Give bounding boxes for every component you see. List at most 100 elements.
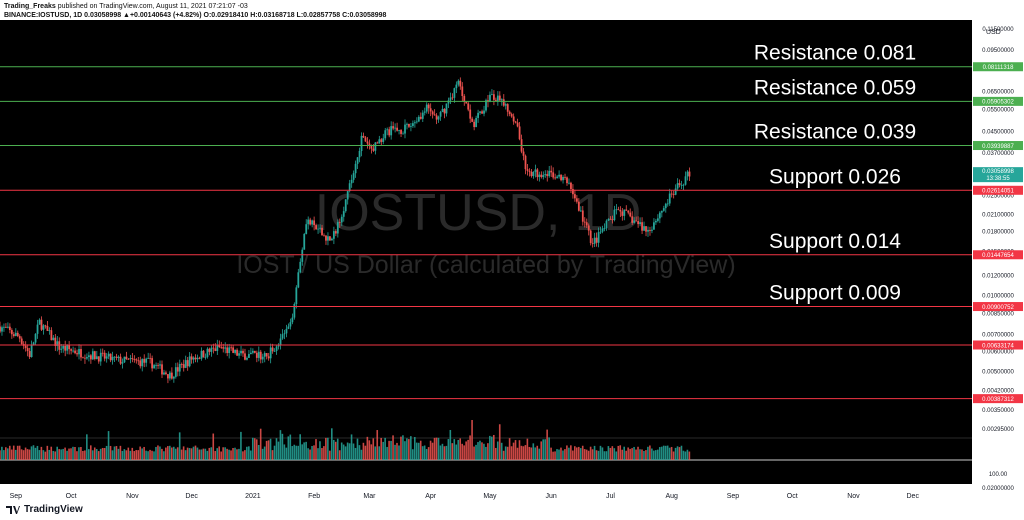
volume-bar bbox=[603, 451, 606, 460]
candle-body bbox=[413, 122, 416, 124]
candle-body bbox=[303, 233, 306, 250]
volume-bar bbox=[52, 450, 55, 460]
volume-bar bbox=[682, 450, 685, 460]
volume-bar bbox=[89, 445, 92, 460]
volume-bar bbox=[459, 438, 462, 460]
resistance-label: Resistance 0.081 bbox=[754, 42, 916, 65]
candle-body bbox=[473, 121, 476, 128]
candle-body bbox=[285, 328, 288, 334]
candle-body bbox=[664, 203, 667, 209]
candle-body bbox=[410, 125, 412, 127]
volume-tick-label: 0.02000000 bbox=[982, 486, 1014, 492]
footer-brand[interactable]: TradingView bbox=[6, 504, 83, 515]
candle-body bbox=[97, 356, 100, 362]
candle-body bbox=[259, 351, 262, 360]
volume-bar bbox=[611, 446, 614, 460]
candle-body bbox=[506, 104, 509, 112]
candle-body bbox=[674, 188, 677, 195]
volume-bar bbox=[167, 446, 169, 460]
volume-bar bbox=[568, 447, 570, 460]
candle-body bbox=[295, 287, 298, 304]
volume-bar bbox=[398, 445, 400, 460]
time-tick-label: Nov bbox=[847, 493, 860, 500]
volume-bar bbox=[169, 445, 171, 460]
volume-bar bbox=[627, 447, 629, 460]
volume-bar bbox=[372, 438, 375, 460]
time-tick-label: Apr bbox=[425, 493, 437, 500]
bar-countdown: 13:38:55 bbox=[986, 176, 1010, 182]
volume-bar bbox=[419, 440, 422, 460]
candle-body bbox=[607, 218, 610, 221]
candle-body bbox=[352, 173, 355, 180]
candle-body bbox=[129, 358, 132, 360]
candle-body bbox=[16, 332, 19, 337]
price-tick-label: 0.00350000 bbox=[982, 408, 1014, 414]
candle-body bbox=[238, 353, 240, 356]
candle-body bbox=[40, 319, 43, 330]
candle-body bbox=[88, 355, 90, 358]
volume-bar bbox=[214, 451, 217, 460]
watermark-description: IOST / US Dollar (calculated by TradingV… bbox=[236, 251, 735, 279]
time-tick-label: May bbox=[483, 493, 497, 500]
volume-bar bbox=[91, 450, 94, 460]
candle-body bbox=[358, 150, 361, 158]
author-name[interactable]: Trading_Freaks bbox=[4, 3, 56, 10]
volume-bar bbox=[289, 434, 292, 460]
candle-body bbox=[406, 123, 408, 125]
candle-body bbox=[220, 346, 223, 348]
volume-bar bbox=[362, 442, 365, 460]
volume-bar bbox=[574, 446, 576, 460]
support-price-tag bbox=[973, 302, 1023, 312]
candle-body bbox=[93, 351, 96, 360]
volume-bar bbox=[394, 444, 396, 460]
volume-bar bbox=[36, 445, 39, 460]
candle-body bbox=[623, 209, 626, 216]
volume-bar bbox=[384, 437, 386, 460]
volume-bar bbox=[589, 446, 592, 460]
volume-bar bbox=[14, 449, 17, 460]
candle-body bbox=[530, 171, 533, 177]
candle-body bbox=[12, 334, 15, 337]
volume-bar bbox=[190, 448, 193, 460]
volume-bar bbox=[587, 450, 590, 460]
volume-bar bbox=[518, 440, 521, 460]
candle-body bbox=[206, 348, 209, 357]
candle-body bbox=[613, 209, 616, 221]
candle-body bbox=[103, 352, 106, 359]
volume-bar bbox=[485, 446, 487, 460]
candle-body bbox=[336, 222, 339, 234]
candle-body bbox=[647, 229, 649, 232]
volume-bar bbox=[46, 445, 49, 460]
volume-bar bbox=[72, 446, 74, 460]
volume-bar bbox=[163, 451, 165, 460]
candle-body bbox=[656, 218, 659, 221]
volume-bar bbox=[18, 445, 21, 460]
volume-bar bbox=[265, 440, 268, 460]
footer-brand-label: TradingView bbox=[24, 504, 83, 515]
volume-bar bbox=[139, 446, 141, 460]
volume-bar bbox=[101, 447, 104, 460]
support-price-tag-label: 0.00900752 bbox=[982, 305, 1014, 311]
candle-body bbox=[605, 220, 608, 229]
volume-bar bbox=[12, 445, 15, 460]
price-chart[interactable]: IOSTUSD, 1D IOST / US Dollar (calculated… bbox=[0, 20, 1024, 504]
volume-bar bbox=[50, 446, 53, 460]
volume-bar bbox=[151, 450, 153, 460]
volume-bar bbox=[599, 445, 602, 460]
candle-body bbox=[301, 249, 304, 262]
candle-body bbox=[447, 100, 450, 104]
candle-body bbox=[678, 183, 681, 186]
volume-bar bbox=[82, 450, 84, 460]
candle-body bbox=[550, 170, 553, 173]
candle-body bbox=[309, 219, 312, 225]
volume-bar bbox=[443, 446, 446, 460]
candle-body bbox=[617, 209, 620, 211]
support-label: Support 0.014 bbox=[769, 230, 901, 253]
volume-bar bbox=[542, 439, 544, 460]
candle-body bbox=[293, 303, 296, 318]
candle-body bbox=[451, 97, 454, 99]
volume-bar bbox=[491, 436, 493, 460]
volume-bar bbox=[662, 445, 665, 460]
volume-bar bbox=[376, 430, 379, 460]
candle-body bbox=[34, 333, 37, 343]
